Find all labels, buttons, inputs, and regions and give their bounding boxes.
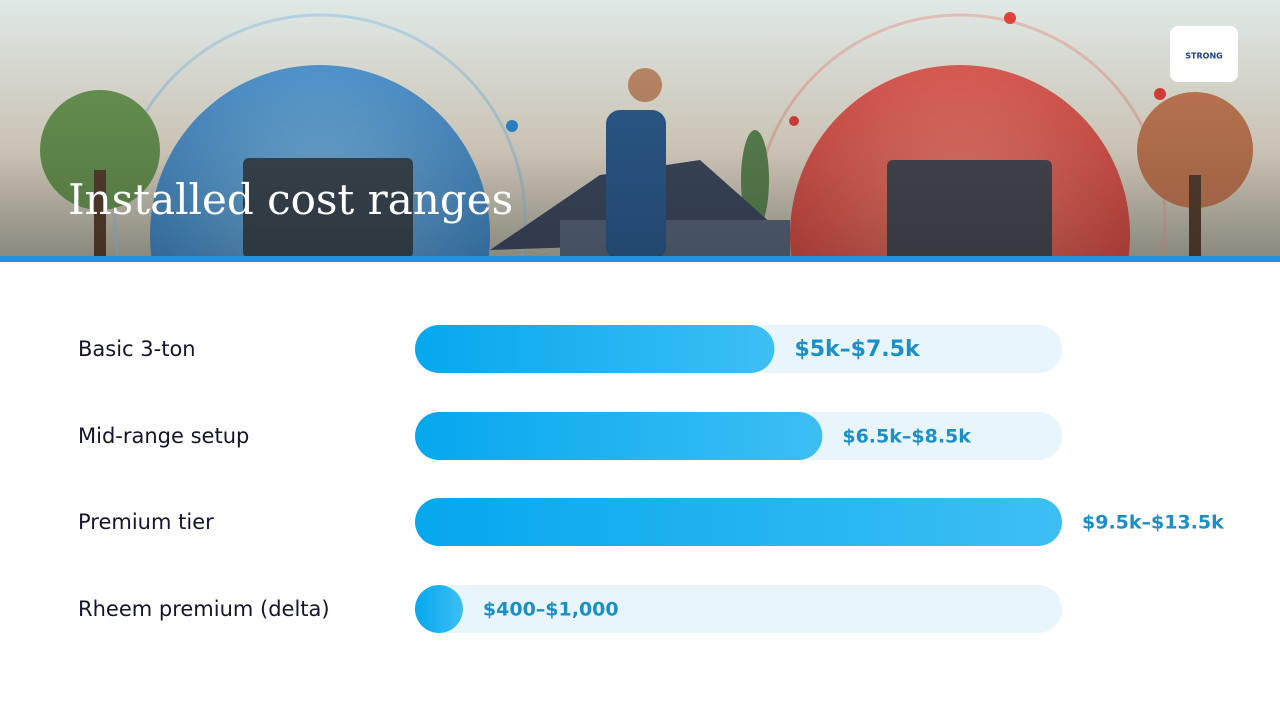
header-rule	[0, 256, 1280, 262]
bar	[415, 412, 823, 460]
category-label: Basic 3-ton	[78, 337, 196, 361]
slide-title: Installed cost ranges	[68, 175, 513, 224]
category-label: Premium tier	[78, 510, 214, 534]
value-label: $5k–$7.5k	[794, 337, 921, 362]
bar	[415, 498, 1062, 546]
value-label: $6.5k–$8.5k	[842, 426, 971, 448]
category-label: Mid-range setup	[78, 424, 249, 448]
header-image	[0, 0, 1280, 256]
category-label: Rheem premium (delta)	[78, 597, 330, 621]
logo-box	[1170, 26, 1238, 82]
bar	[415, 585, 463, 633]
logo-text: STRONG	[1185, 52, 1222, 61]
bar-track	[415, 585, 1062, 633]
value-label: $400–$1,000	[483, 599, 619, 621]
bar	[415, 325, 775, 373]
value-label: $9.5k–$13.5k	[1082, 512, 1224, 534]
